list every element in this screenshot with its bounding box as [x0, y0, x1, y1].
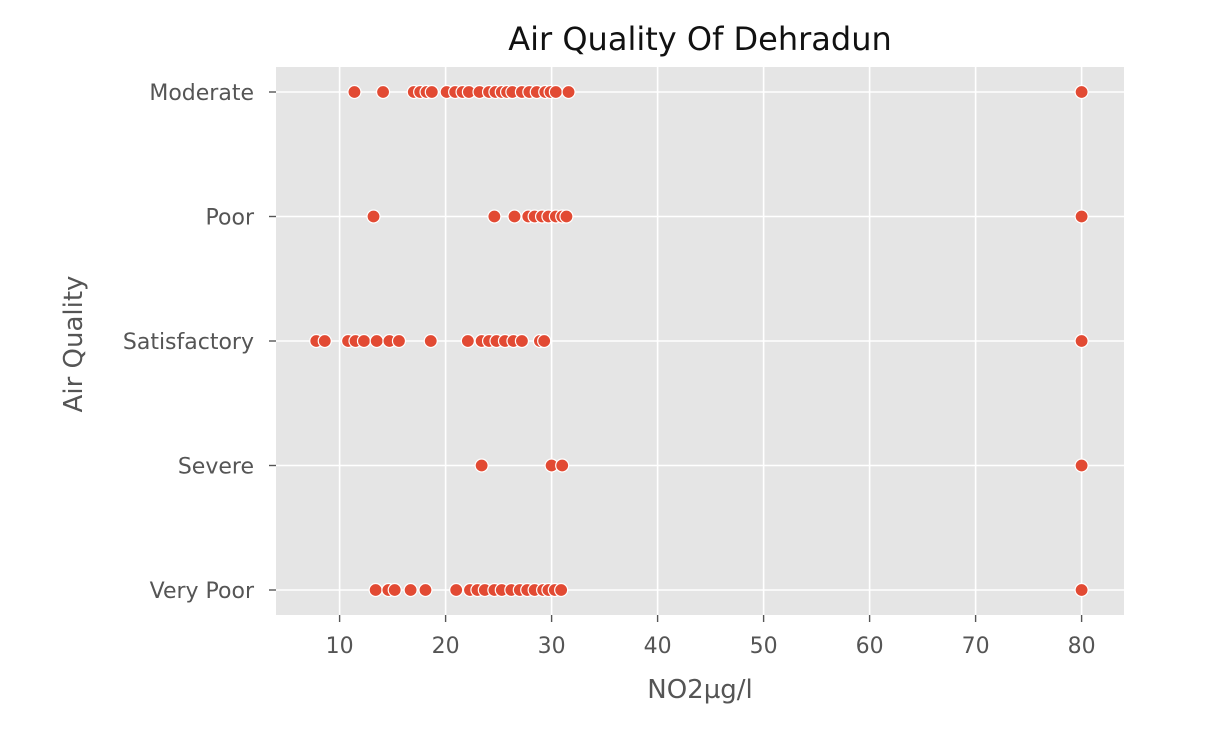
- x-tick-label: 70: [962, 634, 990, 659]
- data-point: [387, 582, 402, 598]
- data-point: [1074, 458, 1089, 473]
- data-point: [366, 209, 381, 224]
- data-point: [548, 84, 563, 100]
- data-point: [347, 84, 362, 100]
- x-tick-label: 20: [432, 634, 460, 659]
- data-point: [554, 582, 569, 598]
- x-tick-label: 30: [538, 634, 566, 659]
- data-point: [537, 333, 552, 349]
- y-tick-label: Moderate: [149, 81, 254, 106]
- data-point: [356, 333, 372, 349]
- x-axis-ticks: 10 20 30 40 50 60 70 80: [326, 615, 1096, 659]
- x-tick-label: 10: [326, 634, 354, 659]
- data-point: [559, 209, 574, 224]
- data-point: [317, 333, 332, 349]
- data-point: [449, 582, 464, 598]
- data-point: [418, 582, 433, 598]
- x-tick-label: 60: [856, 634, 884, 659]
- data-point: [375, 84, 391, 100]
- data-point: [514, 333, 530, 349]
- data-point: [403, 582, 418, 598]
- data-point: [460, 333, 475, 349]
- y-tick-label: Poor: [206, 206, 255, 231]
- y-axis-ticks: Moderate Poor Satisfactory Severe Very Poor: [123, 81, 276, 604]
- data-point: [391, 333, 407, 349]
- data-point: [1074, 84, 1089, 100]
- data-points: [309, 84, 1089, 598]
- x-tick-label: 80: [1068, 634, 1096, 659]
- data-point: [368, 582, 383, 598]
- data-point: [424, 84, 439, 100]
- data-point: [474, 458, 489, 473]
- data-point: [555, 458, 570, 473]
- data-point: [561, 84, 576, 100]
- y-tick-label: Satisfactory: [123, 330, 254, 355]
- x-tick-label: 40: [644, 634, 672, 659]
- data-point: [1074, 582, 1089, 598]
- y-tick-label: Severe: [178, 455, 254, 480]
- chart-title: Air Quality Of Dehradun: [508, 20, 892, 58]
- y-tick-label: Very Poor: [150, 579, 255, 604]
- data-point: [369, 333, 384, 349]
- y-axis-label: Air Quality: [59, 276, 89, 413]
- data-point: [1074, 209, 1089, 224]
- data-point: [423, 333, 438, 349]
- data-point: [1074, 333, 1089, 349]
- data-point: [507, 209, 522, 224]
- x-axis-label: NO2µg/l: [647, 675, 753, 705]
- data-point: [487, 209, 502, 224]
- x-tick-label: 50: [750, 634, 778, 659]
